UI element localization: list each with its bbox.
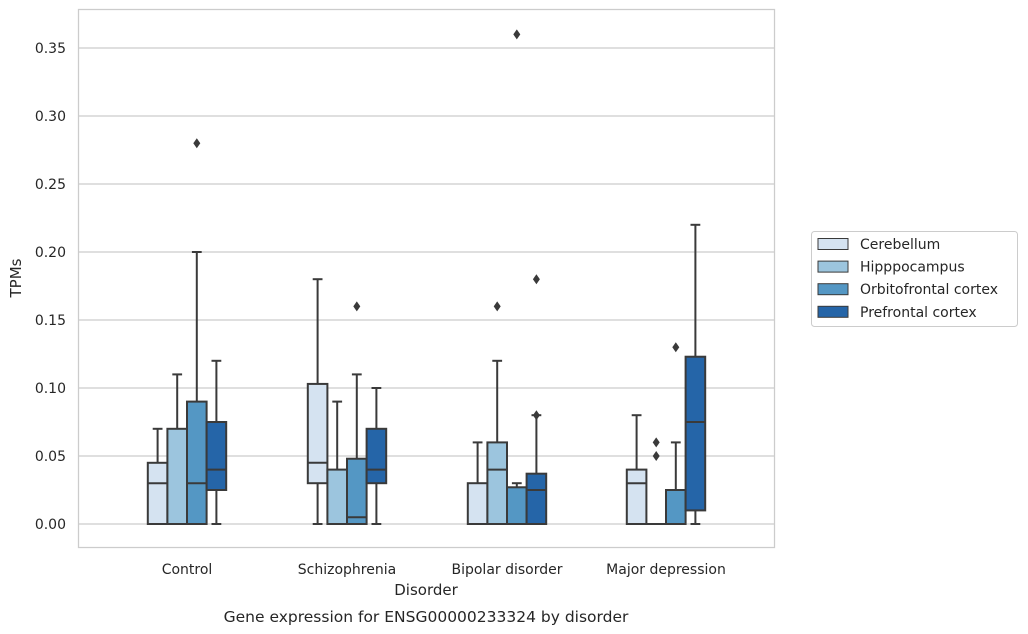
legend-label: Cerebellum [860,237,940,253]
box-1-0 [166,373,188,525]
box-0-3 [625,414,648,526]
y-tick-label: 0.00 [35,517,66,533]
box-body [684,355,707,512]
outlier-point [652,451,660,461]
box-0-1 [306,278,329,525]
box-2-1 [346,301,368,525]
box-series [146,29,707,526]
y-tick-label: 0.35 [35,41,66,57]
x-axis-title: Disorder [394,581,458,599]
box-body [326,468,348,526]
box-body [506,486,528,525]
legend-swatch [817,260,849,273]
box-body [306,382,329,485]
y-tick-label: 0.10 [35,381,66,397]
box-body [625,468,648,526]
box-3-0 [205,359,228,525]
box-2-3 [665,342,687,525]
outlier-point [193,138,201,149]
box-body [365,427,388,485]
box-2-0 [186,138,208,526]
legend-frame [811,231,1018,327]
box-0-2 [466,441,489,526]
legend-label: Orbitofrontal cortex [860,282,998,298]
legend-swatch [817,283,849,296]
plot-frame [77,8,776,549]
y-tick-label: 0.25 [35,177,66,193]
outlier-point [532,274,540,285]
y-tick-label: 0.05 [35,449,66,465]
figure-caption: Gene expression for ENSG00000233324 by d… [224,608,629,626]
legend-swatch [817,238,849,250]
box-1-2 [486,301,508,525]
x-tick-label: Control [162,562,213,578]
box-body [186,400,208,526]
outlier-point [513,29,521,40]
outlier-point [652,437,660,448]
box-body [346,457,368,525]
box-body [466,482,489,526]
outlier-point [672,342,680,353]
box-1-3 [646,437,666,525]
y-tick-label: 0.20 [35,245,66,261]
outlier-point [493,301,501,312]
box-3-1 [365,387,388,525]
x-tick-label: Schizophrenia [298,562,396,578]
x-tick-label: Major depression [606,562,726,578]
box-body [665,489,687,525]
box-2-2 [506,29,528,525]
x-tick-label: Bipolar disorder [451,562,562,578]
box-3-3 [684,223,707,525]
legend: Cerebellum Hipppocampus Orbitofrontal cort… [811,231,1018,327]
outlier-point [353,301,361,312]
x-tick-labels: Control Schizophrenia Bipolar disorder Majo… [162,562,726,578]
y-tick-labels: 0.00 0.05 0.10 0.15 0.20 0.25 0.30 0.35 [35,41,66,533]
box-0-0 [146,427,169,525]
box-body [486,441,508,525]
legend-label: Hipppocampus [860,260,965,276]
y-axis-title: TPMs [7,258,25,298]
legend-swatch [817,305,849,318]
box-1-1 [326,400,348,526]
y-tick-label: 0.15 [35,313,66,329]
box-body [146,461,169,525]
outlier-point [532,410,540,421]
box-body [205,421,228,491]
box-body [166,427,188,525]
box-3-2 [525,274,548,525]
box-body [525,472,548,525]
y-tick-label: 0.30 [35,109,66,125]
legend-label: Prefrontal cortex [860,305,977,321]
